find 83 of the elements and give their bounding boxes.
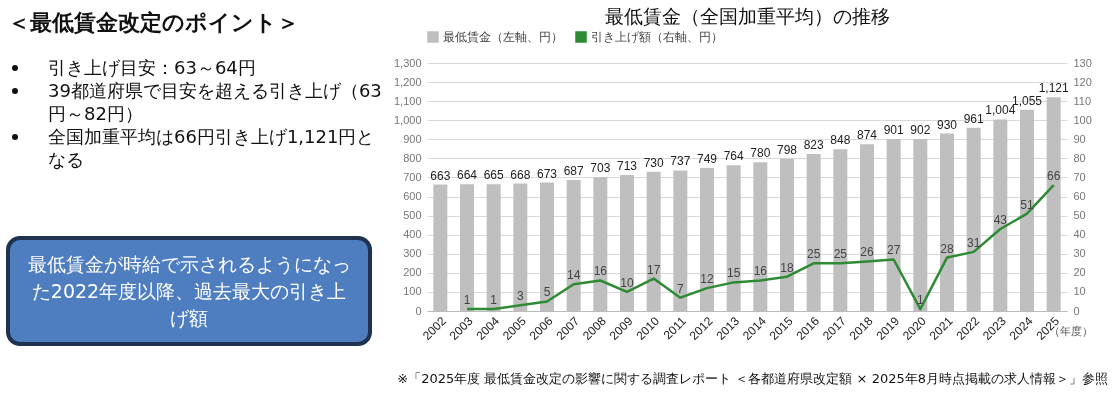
data-label: 1 bbox=[916, 293, 924, 308]
data-label: 66 bbox=[1046, 169, 1061, 184]
data-label: 25 bbox=[806, 247, 821, 262]
y-tick-label: 200 bbox=[403, 266, 422, 279]
data-label: 12 bbox=[700, 272, 714, 287]
y-tick-label: 300 bbox=[403, 247, 422, 260]
data-label: 687 bbox=[563, 163, 584, 178]
text: ※「2025年度 最低賃金改定の影響に関する調査レポート ＜各都道府県改定額 × 2025年8月時点掲載の求人情報＞」参照 bbox=[397, 370, 1108, 388]
data-label: 1,121 bbox=[1038, 81, 1070, 96]
y-tick-label: 900 bbox=[403, 132, 422, 145]
data-label: 10 bbox=[620, 275, 634, 290]
data-label: 25 bbox=[833, 247, 848, 262]
data-label: 665 bbox=[483, 168, 504, 183]
data-label: 5 bbox=[543, 285, 551, 300]
y-tick-label: 1,200 bbox=[393, 75, 422, 88]
data-label: 1 bbox=[463, 293, 471, 308]
y2-tick-label: 120 bbox=[1073, 75, 1092, 88]
data-label: 16 bbox=[753, 264, 768, 279]
data-label: 961 bbox=[963, 111, 984, 126]
data-label: 31 bbox=[966, 235, 981, 250]
data-label: 713 bbox=[616, 158, 638, 173]
data-label: 780 bbox=[750, 146, 771, 161]
data-label: 7 bbox=[676, 281, 684, 296]
legend-label: 引き上げ額（右軸、円） bbox=[591, 30, 723, 44]
data-label: 663 bbox=[430, 168, 451, 183]
text: 引き上げ目安：63～64円 bbox=[48, 57, 256, 78]
y2-tick-label: 60 bbox=[1073, 190, 1086, 203]
data-label: 16 bbox=[593, 264, 608, 279]
data-label: 664 bbox=[456, 168, 478, 183]
y2-tick-label: 10 bbox=[1073, 285, 1086, 298]
y-tick-label: 800 bbox=[403, 151, 422, 164]
chart-title: 最低賃金（全国加重平均）の推移 bbox=[604, 6, 890, 27]
data-label: 902 bbox=[910, 122, 931, 137]
data-label: 798 bbox=[776, 142, 798, 157]
y2-tick-label: 70 bbox=[1073, 170, 1086, 183]
text: 39都道府県で目安を超える引き上げ（63円～82円） bbox=[48, 80, 382, 124]
y2-tick-label: 100 bbox=[1073, 113, 1092, 126]
y-tick-label: 100 bbox=[403, 285, 422, 298]
text: 最低賃金が時給で示されるようになった2022年度以降、過去最大の引き上げ額 bbox=[6, 236, 372, 346]
y2-tick-label: 80 bbox=[1073, 151, 1086, 164]
data-label: 901 bbox=[883, 123, 904, 138]
data-label: 3 bbox=[516, 289, 524, 304]
data-label: 823 bbox=[803, 138, 824, 152]
data-label: 730 bbox=[643, 155, 664, 170]
data-label: 874 bbox=[856, 128, 878, 143]
y-tick-label: 400 bbox=[403, 228, 422, 241]
legend-label: 最低賃金（左軸、円） bbox=[443, 30, 563, 44]
data-label: 17 bbox=[646, 262, 661, 277]
data-label: 848 bbox=[830, 133, 851, 148]
y2-tick-label: 90 bbox=[1073, 132, 1086, 145]
data-label: 18 bbox=[780, 260, 794, 275]
data-label: 737 bbox=[670, 154, 691, 169]
y-tick-label: 0 bbox=[415, 304, 422, 317]
data-label: 15 bbox=[726, 266, 741, 281]
data-label: 51 bbox=[1020, 197, 1034, 212]
data-label: 703 bbox=[590, 160, 611, 175]
text: 全国加重平均は66円引き上げ1,121円となる bbox=[48, 126, 375, 170]
data-label: 668 bbox=[510, 167, 531, 182]
data-label: 27 bbox=[886, 243, 901, 258]
y2-tick-label: 110 bbox=[1073, 94, 1092, 107]
line-series bbox=[465, 183, 1055, 311]
data-label: 26 bbox=[860, 245, 874, 260]
data-label: 28 bbox=[940, 241, 954, 256]
text: ＜最低賃金改定のポイント＞ bbox=[8, 9, 300, 37]
y-tick-label: 700 bbox=[403, 170, 422, 183]
y2-tick-label: 40 bbox=[1073, 228, 1086, 241]
data-label: 749 bbox=[696, 152, 718, 167]
y-tick-label: 1,300 bbox=[393, 56, 422, 69]
y2-tick-label: 20 bbox=[1073, 266, 1086, 279]
y2-tick-label: 50 bbox=[1073, 209, 1086, 222]
y-tick-label: 500 bbox=[403, 209, 422, 222]
data-label: 43 bbox=[993, 212, 1008, 227]
y-tick-label: 600 bbox=[403, 190, 422, 203]
y2-tick-label: 130 bbox=[1073, 56, 1092, 69]
data-label: 1 bbox=[490, 293, 498, 308]
y-tick-label: 1,000 bbox=[393, 113, 422, 126]
data-label: 14 bbox=[566, 268, 581, 283]
y2-tick-label: 0 bbox=[1073, 304, 1080, 317]
data-label: 930 bbox=[936, 117, 958, 132]
y2-tick-label: 30 bbox=[1073, 247, 1086, 260]
data-label: 764 bbox=[723, 149, 744, 164]
y-tick-label: 1,100 bbox=[393, 94, 422, 107]
data-label: 673 bbox=[536, 166, 558, 181]
